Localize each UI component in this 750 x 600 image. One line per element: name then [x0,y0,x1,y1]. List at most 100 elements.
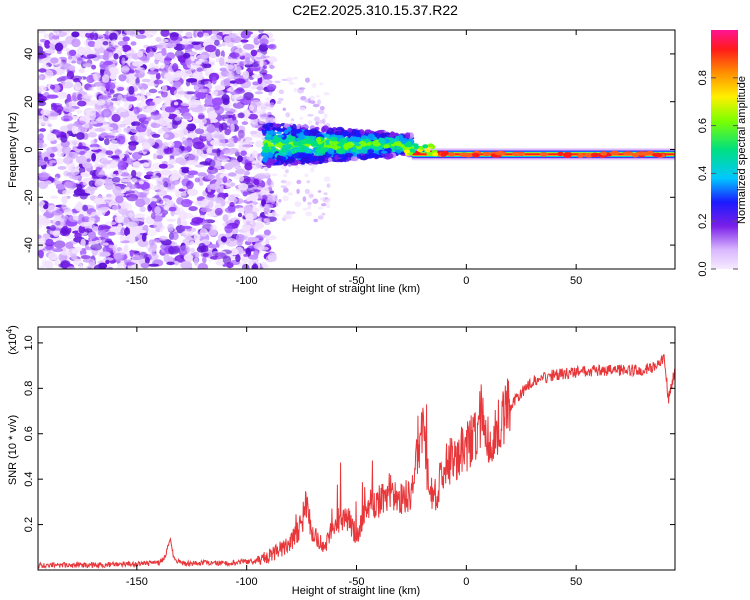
heat-cell [290,118,295,122]
heat-cell [114,149,123,155]
heat-cell [86,265,93,269]
heat-cell [38,30,45,33]
heat-cell [140,88,146,97]
signal-peak [590,152,600,158]
colorbar-tick-label: 0.8 [697,70,709,85]
heat-cell [131,264,136,269]
heat-cell [50,195,59,199]
heat-cell [211,89,218,96]
heat-cell [215,259,225,266]
heat-cell [166,218,177,222]
heat-cell [299,106,306,111]
heat-cell [271,146,277,153]
heat-cell [104,138,110,146]
colorbar-tick-label: 0.0 [697,261,709,276]
heat-cell [276,131,282,135]
heat-cell [101,108,112,118]
heat-cell [219,169,226,173]
heat-cell [38,173,44,177]
heat-cell [110,39,118,46]
heat-cell [180,261,193,269]
heat-cell [225,238,238,247]
heat-cell [160,169,173,176]
heat-cell [257,30,264,34]
heat-cell [103,165,112,170]
heat-cell [144,167,154,172]
heat-cell [93,81,104,87]
heat-cell [73,258,82,266]
heat-cell [219,57,225,66]
heat-cell [78,225,86,234]
heat-cell [174,116,182,121]
heat-cell [44,241,56,245]
heat-cell [62,206,71,213]
heat-cell [288,135,294,143]
heat-cell [149,30,158,34]
heat-cell [79,150,85,156]
heat-cell [173,43,185,51]
heat-cell [108,52,114,61]
signal-peak [464,153,473,158]
heat-cell [247,113,259,120]
heat-cell [124,227,130,237]
heat-cell [145,92,152,97]
heat-cell [186,180,194,190]
heat-cell [240,30,251,39]
heat-cell [124,186,131,191]
heat-cell [323,199,330,205]
heat-cell [100,85,106,92]
heat-cell [131,217,139,222]
heat-cell [40,244,45,249]
heat-cell [191,217,204,224]
heat-cell [260,186,270,196]
heat-cell [72,145,78,151]
heat-cell [182,75,187,81]
heat-cell [243,204,253,214]
heat-cell [267,252,278,262]
heat-cell [109,32,118,42]
x-tick-label: 50 [570,275,582,287]
heat-cell [175,157,186,164]
heat-cell [99,251,111,257]
heat-cell [326,204,331,209]
heat-cell [153,65,160,70]
heat-cell [341,156,348,161]
heat-cell [261,152,268,157]
y-tick-label: 0.2 [23,517,35,532]
heat-cell [323,192,328,196]
heat-cell [243,109,251,118]
heat-cell [133,106,140,115]
heat-cell [38,98,45,104]
heat-cell [167,76,173,83]
heat-cell [111,176,121,183]
heat-cell [156,148,164,156]
heat-cell [76,109,83,114]
heat-cell [114,215,125,224]
heat-cell [188,206,198,212]
heat-cell [248,72,255,81]
heat-cell [285,181,292,186]
heat-cell [175,70,184,77]
heat-cell [54,240,66,249]
colorbar-gradient [711,30,738,269]
heat-cell [269,195,275,199]
heat-cell [241,263,250,269]
heat-cell [228,86,235,92]
heat-cell [223,149,234,156]
heat-cell [86,54,97,59]
heat-cell [246,152,255,161]
heat-cell [274,137,281,143]
heat-cell [404,143,411,147]
heat-cell [49,160,58,164]
y-tick-label: 0.8 [23,381,35,396]
heat-cell [61,81,74,89]
heat-cell [83,228,93,233]
heat-cell [231,94,244,100]
heat-cell [276,100,282,105]
heat-cell [293,161,299,166]
heat-cell [199,161,212,166]
heat-cell [248,237,260,242]
heat-cell [79,192,88,200]
heat-cell [168,159,178,165]
heat-cell [227,58,239,64]
